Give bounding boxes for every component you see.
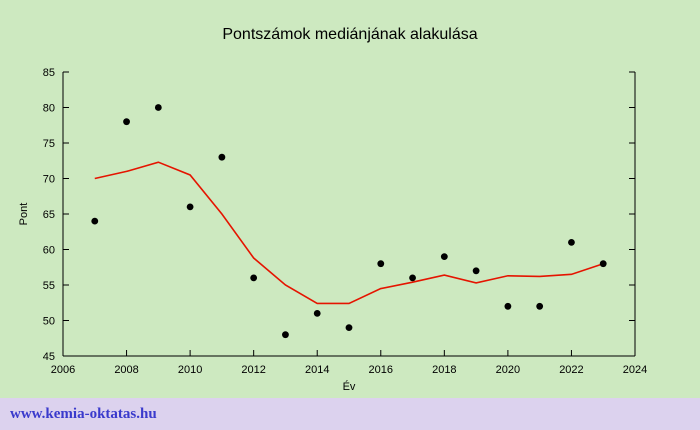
x-tick-label: 2010: [178, 364, 202, 376]
x-tick-label: 2020: [496, 364, 520, 376]
data-point: [345, 324, 353, 331]
footer-bar: www.kemia-oktatas.hu: [0, 398, 700, 430]
data-point: [250, 274, 258, 282]
y-tick-label: 50: [43, 316, 55, 328]
data-point: [599, 260, 607, 268]
chart-title: Pontszámok mediánjának alakulása: [222, 26, 478, 43]
data-point: [536, 302, 544, 310]
x-tick-label: 2012: [241, 364, 265, 376]
trend-line: [94, 161, 604, 305]
data-point: [313, 310, 321, 317]
y-tick-label: 65: [43, 209, 55, 221]
x-tick-label: 2022: [559, 364, 583, 376]
x-tick-label: 2018: [432, 364, 456, 376]
footer-url-link[interactable]: www.kemia-oktatas.hu: [10, 405, 157, 422]
y-tick-label: 75: [43, 138, 55, 150]
chart-area: Pontszámok mediánjának alakulása 45 50 55 6…: [18, 26, 648, 393]
chart-canvas: 45 50 55 60 65 70 75 80 85 2006 2008 2010 2012 2014 20…: [18, 67, 647, 393]
x-tick-label: 2024: [623, 364, 647, 376]
data-point: [377, 260, 385, 268]
data-point: [282, 331, 289, 339]
x-axis-label: Év: [343, 380, 356, 393]
data-point: [568, 239, 575, 246]
data-point: [186, 203, 194, 211]
y-tick-label: 80: [43, 103, 55, 115]
data-point: [123, 118, 130, 126]
data-point: [154, 104, 162, 111]
data-point: [472, 267, 480, 275]
y-tick-label: 60: [43, 245, 55, 257]
x-tick-label: 2006: [51, 364, 75, 376]
x-tick-label: 2016: [369, 364, 393, 376]
y-tick-label: 45: [43, 351, 55, 363]
x-tick-label: 2014: [305, 364, 329, 376]
y-tick-label: 55: [43, 280, 55, 292]
data-point: [91, 217, 99, 225]
y-axis-label: Pont: [18, 203, 30, 226]
data-point: [409, 274, 416, 282]
data-point: [218, 153, 226, 161]
x-tick-label: 2008: [114, 364, 138, 376]
data-point: [504, 302, 512, 310]
y-tick-label: 70: [43, 174, 55, 186]
y-tick-label: 85: [43, 67, 55, 79]
data-point: [440, 253, 448, 260]
